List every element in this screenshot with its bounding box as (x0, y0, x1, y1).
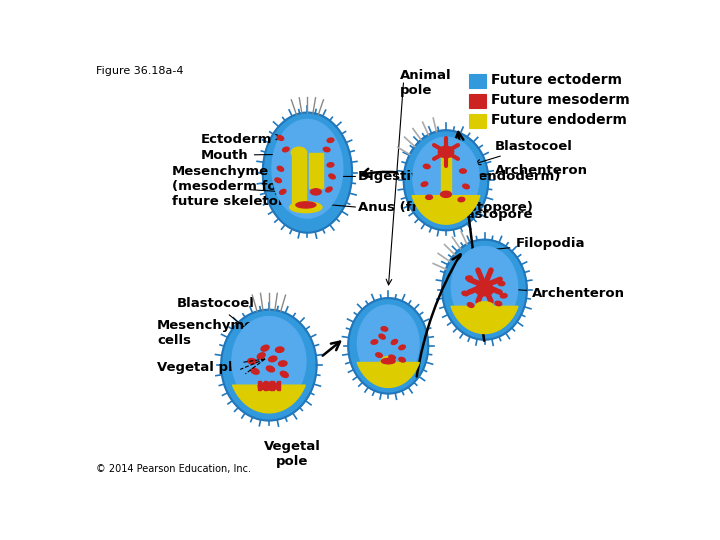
Ellipse shape (391, 340, 397, 345)
Ellipse shape (467, 303, 474, 307)
Polygon shape (412, 195, 480, 224)
Ellipse shape (296, 202, 316, 208)
Ellipse shape (441, 191, 451, 198)
Bar (276, 381, 279, 390)
Text: Future mesoderm: Future mesoderm (490, 93, 629, 107)
Ellipse shape (269, 356, 277, 362)
Polygon shape (451, 306, 518, 334)
Bar (292, 153, 306, 207)
Ellipse shape (251, 368, 259, 374)
Ellipse shape (280, 372, 288, 377)
Ellipse shape (379, 334, 385, 339)
Text: Archenteron: Archenteron (496, 286, 625, 300)
Ellipse shape (277, 166, 284, 171)
Text: Animal
pole: Animal pole (400, 69, 451, 97)
Ellipse shape (389, 355, 395, 360)
Ellipse shape (310, 189, 321, 195)
Text: Filopodia: Filopodia (472, 237, 585, 254)
Ellipse shape (276, 347, 284, 353)
Text: Blastocoel: Blastocoel (475, 139, 572, 165)
Text: Future ectoderm: Future ectoderm (490, 73, 621, 87)
Text: Blastopore: Blastopore (452, 208, 534, 221)
Polygon shape (451, 247, 518, 328)
Ellipse shape (291, 147, 307, 158)
Ellipse shape (279, 361, 287, 366)
Polygon shape (357, 305, 419, 382)
Ellipse shape (248, 359, 256, 364)
Ellipse shape (466, 276, 472, 280)
Ellipse shape (258, 382, 279, 390)
Ellipse shape (463, 184, 469, 189)
Ellipse shape (500, 294, 507, 298)
Bar (258, 381, 261, 390)
Ellipse shape (376, 353, 382, 357)
Ellipse shape (277, 136, 284, 140)
Ellipse shape (275, 178, 282, 183)
Text: Anus (from blastopore): Anus (from blastopore) (359, 201, 533, 214)
Polygon shape (404, 130, 488, 231)
Ellipse shape (327, 138, 334, 143)
Bar (469, 114, 486, 128)
Ellipse shape (282, 147, 289, 152)
Ellipse shape (381, 327, 388, 331)
Ellipse shape (381, 356, 396, 369)
Polygon shape (221, 309, 317, 421)
Ellipse shape (462, 291, 469, 296)
Ellipse shape (257, 353, 265, 359)
Text: Mouth: Mouth (201, 148, 297, 162)
Polygon shape (263, 112, 352, 233)
Text: Vegetal
pole: Vegetal pole (264, 440, 320, 468)
Ellipse shape (459, 169, 467, 173)
Bar (469, 74, 486, 88)
Text: Ectoderm: Ectoderm (201, 132, 281, 146)
Bar (264, 381, 267, 390)
Ellipse shape (289, 202, 322, 213)
Ellipse shape (495, 301, 502, 306)
Polygon shape (348, 298, 428, 394)
Polygon shape (413, 137, 479, 219)
Ellipse shape (329, 174, 336, 179)
Ellipse shape (458, 198, 465, 202)
Ellipse shape (266, 366, 274, 372)
Ellipse shape (399, 357, 405, 362)
Text: Vegetal plate: Vegetal plate (157, 361, 265, 387)
Ellipse shape (423, 164, 430, 168)
Ellipse shape (498, 281, 505, 286)
Text: Digestive tube (endoderm): Digestive tube (endoderm) (359, 170, 561, 183)
Ellipse shape (426, 195, 433, 199)
Bar (309, 153, 323, 188)
Polygon shape (272, 119, 343, 218)
Text: Future endoderm: Future endoderm (490, 113, 626, 127)
Ellipse shape (323, 147, 330, 152)
Ellipse shape (327, 163, 334, 167)
Ellipse shape (475, 284, 494, 296)
Ellipse shape (261, 345, 269, 351)
Ellipse shape (279, 190, 286, 194)
Text: Mesenchyme
(mesoderm forms
future skeleton): Mesenchyme (mesoderm forms future skelet… (172, 165, 305, 208)
Text: Archenteron: Archenteron (456, 164, 588, 179)
Ellipse shape (421, 182, 428, 186)
Text: © 2014 Pearson Education, Inc.: © 2014 Pearson Education, Inc. (96, 464, 251, 475)
Ellipse shape (476, 302, 493, 309)
Text: Blastocoel: Blastocoel (176, 298, 269, 347)
Text: Figure 36.18a-4: Figure 36.18a-4 (96, 66, 183, 76)
Ellipse shape (438, 146, 454, 158)
Polygon shape (233, 385, 305, 413)
Polygon shape (232, 316, 306, 406)
Bar (469, 94, 486, 108)
Ellipse shape (326, 187, 332, 192)
Bar (441, 152, 451, 194)
Polygon shape (357, 362, 419, 387)
Ellipse shape (371, 340, 378, 344)
Bar (271, 381, 274, 390)
Text: Mesenchyme
cells: Mesenchyme cells (157, 319, 254, 359)
Ellipse shape (382, 359, 395, 364)
Ellipse shape (399, 345, 405, 350)
Polygon shape (442, 240, 527, 340)
